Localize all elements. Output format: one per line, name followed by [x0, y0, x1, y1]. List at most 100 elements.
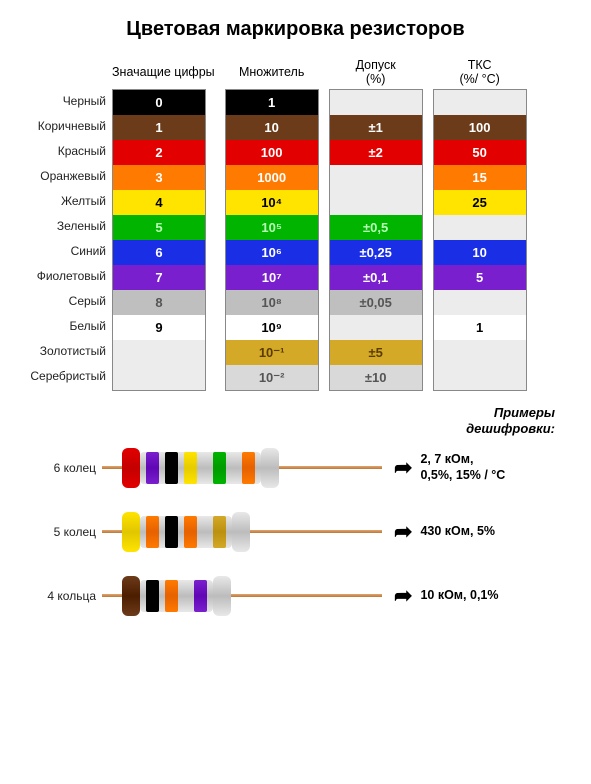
page-title: Цветовая маркировка резисторов: [10, 18, 581, 41]
cell-2-11: ±10: [330, 365, 422, 390]
cell-1-3: 1000: [226, 165, 318, 190]
cap-right: [213, 576, 231, 616]
cell-1-7: 10⁷: [226, 265, 318, 290]
resistor-1: [102, 512, 382, 552]
band-1-0: [146, 516, 159, 548]
cell-3-7: 5: [434, 265, 526, 290]
cell-2-5: ±0,5: [330, 215, 422, 240]
cell-3-10: [434, 340, 526, 365]
resistor-body: [140, 580, 213, 612]
row-label-1: Коричневый: [14, 114, 112, 139]
cell-0-0: 0: [113, 90, 205, 115]
cell-0-7: 7: [113, 265, 205, 290]
cap-left: [122, 448, 140, 488]
row-label-2: Красный: [14, 139, 112, 164]
band-0-3: [213, 452, 226, 484]
cell-0-6: 6: [113, 240, 205, 265]
band-1-2: [184, 516, 197, 548]
band-1-1: [165, 516, 178, 548]
band-2-1: [165, 580, 178, 612]
cap-right: [232, 512, 250, 552]
column-2: Допуск(%)±1±2±0,5±0,25±0,1±0,05±5±10: [329, 55, 423, 391]
example-row-0: 6 колец➥2, 7 кОм,0,5%, 15% / °С: [10, 448, 581, 488]
cell-1-2: 100: [226, 140, 318, 165]
row-label-6: Синий: [14, 239, 112, 264]
band-0-2: [184, 452, 197, 484]
example-value-1: 430 кОм, 5%: [420, 524, 495, 540]
column-header-0: Значащие цифры: [112, 55, 215, 89]
column-1: Множитель110100100010⁴10⁵10⁶10⁷10⁸10⁹10⁻…: [225, 55, 319, 391]
row-label-5: Зеленый: [14, 214, 112, 239]
color-code-table: ЧерныйКоричневыйКрасныйОранжевыйЖелтыйЗе…: [14, 55, 581, 391]
resistor-body: [140, 452, 261, 484]
cell-0-1: 1: [113, 115, 205, 140]
cell-0-2: 2: [113, 140, 205, 165]
cell-2-9: [330, 315, 422, 340]
band-2-0: [146, 580, 159, 612]
example-label-2: 4 кольца: [10, 589, 102, 603]
column-header-3: ТКС(%/ °С): [433, 55, 527, 89]
cell-2-1: ±1: [330, 115, 422, 140]
cell-0-9: 9: [113, 315, 205, 340]
cell-3-4: 25: [434, 190, 526, 215]
cell-0-8: 8: [113, 290, 205, 315]
resistor-body: [140, 516, 232, 548]
row-label-4: Желтый: [14, 189, 112, 214]
resistor-0: [102, 448, 382, 488]
cell-0-11: [113, 365, 205, 390]
row-label-3: Оранжевый: [14, 164, 112, 189]
cell-2-3: [330, 165, 422, 190]
cell-1-8: 10⁸: [226, 290, 318, 315]
column-header-2: Допуск(%): [329, 55, 423, 89]
examples-title: Примеры дешифровки:: [10, 405, 555, 438]
cell-1-9: 10⁹: [226, 315, 318, 340]
row-label-0: Черный: [14, 89, 112, 114]
cell-3-5: [434, 215, 526, 240]
column-3: ТКС(%/ °С)1005015251051: [433, 55, 527, 391]
example-label-0: 6 колец: [10, 461, 102, 475]
cell-2-8: ±0,05: [330, 290, 422, 315]
example-value-2: 10 кОм, 0,1%: [420, 588, 498, 604]
arrow-icon: ➥: [394, 519, 412, 545]
cell-1-1: 10: [226, 115, 318, 140]
cell-2-6: ±0,25: [330, 240, 422, 265]
example-row-1: 5 колец ➥ 430 кОм, 5%: [10, 512, 581, 552]
band-0-1: [165, 452, 178, 484]
cap-left: [122, 512, 140, 552]
cell-1-10: 10⁻¹: [226, 340, 318, 365]
row-label-10: Золотистый: [14, 339, 112, 364]
example-row-2: 4 кольца➥10 кОм, 0,1%: [10, 576, 581, 616]
band-0-4: [242, 452, 255, 484]
cell-1-6: 10⁶: [226, 240, 318, 265]
column-0: Значащие цифры0123456789: [112, 55, 215, 391]
cell-3-8: [434, 290, 526, 315]
band-2-2: [194, 580, 207, 612]
cell-3-2: 50: [434, 140, 526, 165]
row-label-11: Серебристый: [14, 364, 112, 389]
cell-1-5: 10⁵: [226, 215, 318, 240]
band-0-0: [146, 452, 159, 484]
cell-0-10: [113, 340, 205, 365]
column-header-1: Множитель: [225, 55, 319, 89]
cell-1-4: 10⁴: [226, 190, 318, 215]
cell-3-11: [434, 365, 526, 390]
cell-0-5: 5: [113, 215, 205, 240]
cell-3-9: 1: [434, 315, 526, 340]
cap-left: [122, 576, 140, 616]
row-label-7: Фиолетовый: [14, 264, 112, 289]
cell-0-3: 3: [113, 165, 205, 190]
cell-3-6: 10: [434, 240, 526, 265]
cell-2-10: ±5: [330, 340, 422, 365]
examples-section: Примеры дешифровки: 6 колец➥2, 7 кОм,0,5…: [10, 405, 581, 616]
cell-3-1: 100: [434, 115, 526, 140]
cell-2-7: ±0,1: [330, 265, 422, 290]
row-labels: ЧерныйКоричневыйКрасныйОранжевыйЖелтыйЗе…: [14, 55, 112, 389]
band-1-3: [213, 516, 226, 548]
cell-0-4: 4: [113, 190, 205, 215]
example-value-0: 2, 7 кОм,0,5%, 15% / °С: [420, 452, 505, 483]
columns: Значащие цифры0123456789Множитель1101001…: [112, 55, 527, 391]
cell-1-0: 1: [226, 90, 318, 115]
resistor-2: [102, 576, 382, 616]
example-label-1: 5 колец: [10, 525, 102, 539]
cap-right: [261, 448, 279, 488]
